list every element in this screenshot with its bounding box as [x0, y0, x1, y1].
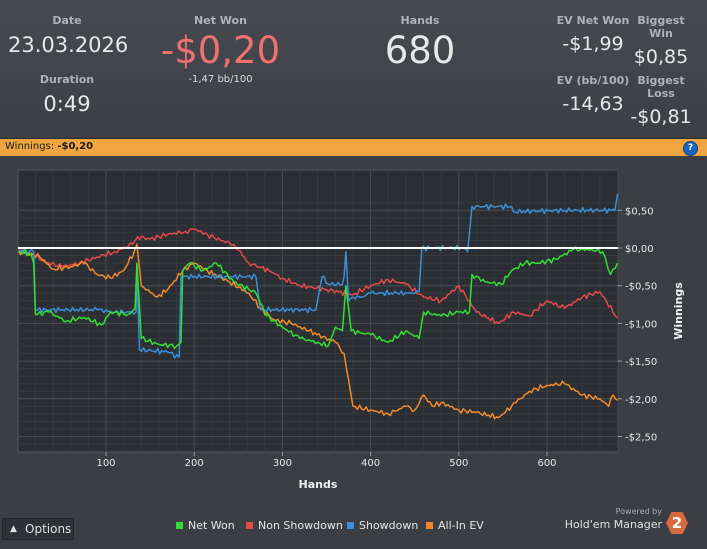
duration-stat: Duration 0:49	[8, 73, 126, 116]
series-line-all-in-ev	[18, 243, 619, 420]
winnings-bar-label: Winnings:	[5, 141, 55, 152]
winnings-chart: 100 200 300 400 500 600 $0,50 $0,00 -$0,50 -$1,00…	[0, 156, 707, 506]
legend-swatch-net-won	[176, 522, 183, 529]
net-won-stat: Net Won -$0,20 -1,47 bb/100	[148, 14, 293, 85]
legend-swatch-non-showdown	[246, 522, 253, 529]
biggest-win-value: $0,85	[633, 46, 689, 68]
y-tick-label: $0,00	[625, 244, 654, 255]
date-stat: Date 23.03.2026	[8, 14, 129, 57]
chart-ticks: 100 200 300 400 500 600 $0,50 $0,00 -$0,50 -$1,00…	[96, 206, 657, 469]
product-name: Hold'em Manager	[564, 518, 662, 531]
legend-swatch-showdown	[347, 522, 354, 529]
legend-label-all-in-ev: All-In EV	[438, 519, 484, 532]
ev-bb100-stat: EV (bb/100) -14,63	[555, 74, 631, 115]
question-icon[interactable]: ?	[683, 141, 698, 156]
y-tick-label: -$0,50	[625, 282, 657, 293]
duration-value: 0:49	[43, 92, 91, 116]
x-tick-label: 400	[361, 458, 380, 469]
biggest-loss-value: -$0,81	[630, 106, 692, 128]
x-tick-label: 300	[273, 458, 292, 469]
winnings-bar-value: -$0,20	[57, 141, 94, 152]
options-button-label: Options	[25, 522, 72, 536]
legend-label-net-won: Net Won	[188, 519, 235, 532]
date-value: 23.03.2026	[8, 33, 129, 57]
series-line-non-showdown	[18, 228, 619, 325]
ev-bb100-label: EV (bb/100)	[556, 74, 630, 87]
y-axis-label: Winnings	[672, 282, 685, 340]
date-label: Date	[52, 14, 82, 27]
biggest-loss-stat: Biggest Loss -$0,81	[625, 74, 697, 128]
biggest-loss-label: Biggest Loss	[637, 74, 685, 100]
bb-per-100-value: -1,47 bb/100	[188, 74, 253, 85]
powered-by-text: Powered by	[615, 507, 662, 516]
legend-item-non-showdown[interactable]: Non Showdown	[246, 519, 343, 532]
chevron-up-icon: ▲	[10, 524, 17, 534]
legend-label-non-showdown: Non Showdown	[258, 519, 343, 532]
winnings-bar-text: Winnings: -$0,20	[5, 141, 93, 152]
winnings-bar: Winnings: -$0,20 ?	[0, 139, 707, 156]
hm2-logo: 2	[666, 512, 688, 534]
series-line-net-won	[18, 246, 619, 350]
x-tick-label: 500	[449, 458, 468, 469]
legend-item-net-won[interactable]: Net Won	[176, 519, 235, 532]
y-tick-label: -$1,00	[625, 319, 657, 330]
y-tick-label: -$1,50	[625, 357, 657, 368]
x-tick-label: 100	[96, 458, 115, 469]
ev-bb100-value: -14,63	[562, 93, 624, 115]
ev-net-won-stat: EV Net Won -$1,99	[555, 14, 631, 55]
chart-series	[18, 193, 619, 420]
legend-swatch-all-in-ev	[426, 522, 433, 529]
x-axis-label: Hands	[299, 478, 338, 491]
hands-value: 680	[384, 29, 456, 72]
y-tick-label: $0,50	[625, 206, 654, 217]
biggest-win-stat: Biggest Win $0,85	[625, 14, 697, 68]
legend-item-showdown[interactable]: Showdown	[347, 519, 418, 532]
hands-label: Hands	[400, 14, 440, 27]
x-tick-label: 600	[537, 458, 556, 469]
biggest-win-label: Biggest Win	[637, 14, 685, 40]
legend-label-showdown: Showdown	[359, 519, 419, 532]
options-button[interactable]: ▲ Options	[2, 518, 74, 540]
hands-stat: Hands 680	[360, 14, 480, 72]
ev-net-won-value: -$1,99	[562, 33, 624, 55]
net-won-label: Net Won	[194, 14, 247, 27]
net-won-value: -$0,20	[160, 29, 281, 72]
duration-label: Duration	[39, 73, 95, 86]
ev-net-won-label: EV Net Won	[556, 14, 630, 27]
y-tick-label: -$2,50	[625, 433, 657, 444]
y-tick-label: -$2,00	[625, 395, 657, 406]
legend-item-all-in-ev[interactable]: All-In EV	[426, 519, 484, 532]
session-summary-panel: Date 23.03.2026 Duration 0:49 Net Won -$…	[0, 0, 707, 139]
x-tick-label: 200	[185, 458, 204, 469]
